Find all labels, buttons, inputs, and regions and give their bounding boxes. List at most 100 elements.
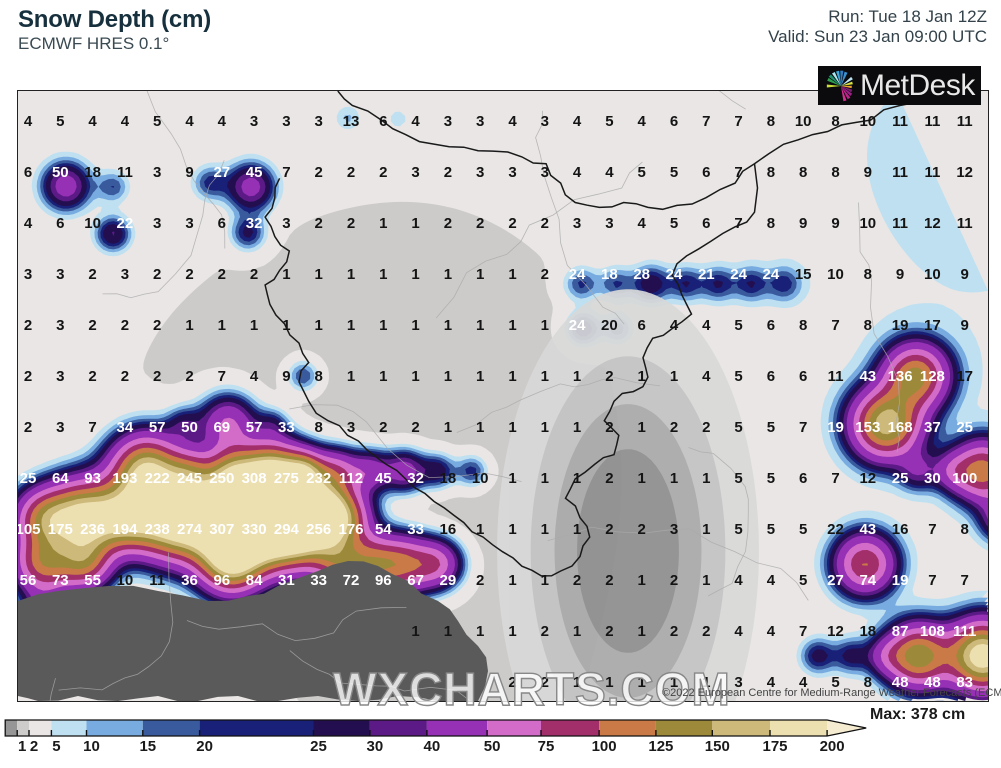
svg-text:1: 1: [444, 266, 452, 283]
svg-text:1: 1: [411, 317, 419, 334]
svg-text:11: 11: [892, 113, 908, 130]
svg-text:12: 12: [956, 164, 973, 181]
svg-text:1: 1: [638, 419, 646, 436]
svg-text:1: 1: [347, 317, 355, 334]
svg-text:5: 5: [799, 572, 807, 589]
svg-text:6: 6: [379, 113, 387, 130]
svg-text:136: 136: [888, 368, 913, 385]
svg-text:5: 5: [605, 113, 613, 130]
svg-text:33: 33: [407, 521, 424, 538]
svg-text:4: 4: [121, 113, 130, 130]
svg-text:4: 4: [411, 113, 420, 130]
svg-text:2: 2: [24, 317, 32, 334]
svg-text:9: 9: [831, 215, 839, 232]
svg-text:2: 2: [541, 215, 549, 232]
svg-text:1: 1: [638, 572, 646, 589]
svg-text:25: 25: [956, 419, 973, 436]
svg-text:175: 175: [48, 521, 73, 538]
svg-text:30: 30: [924, 470, 941, 487]
svg-text:9: 9: [282, 368, 290, 385]
svg-text:2: 2: [379, 164, 387, 181]
svg-text:8: 8: [831, 113, 839, 130]
svg-text:3: 3: [185, 215, 193, 232]
svg-text:25: 25: [892, 470, 909, 487]
svg-text:20: 20: [601, 317, 618, 334]
svg-text:1: 1: [347, 368, 355, 385]
svg-text:2: 2: [153, 266, 161, 283]
svg-text:36: 36: [181, 572, 198, 589]
svg-text:1: 1: [508, 419, 516, 436]
svg-text:2: 2: [218, 266, 226, 283]
svg-text:11: 11: [828, 368, 844, 385]
svg-text:1: 1: [250, 317, 258, 334]
svg-text:11: 11: [924, 164, 940, 181]
svg-text:24: 24: [666, 266, 683, 283]
svg-text:24: 24: [763, 266, 780, 283]
svg-text:57: 57: [149, 419, 166, 436]
svg-text:2: 2: [638, 521, 646, 538]
svg-text:50: 50: [52, 164, 69, 181]
svg-text:17: 17: [924, 317, 941, 334]
svg-text:2: 2: [315, 215, 323, 232]
svg-text:9: 9: [896, 266, 904, 283]
svg-text:8: 8: [767, 113, 775, 130]
svg-text:6: 6: [218, 215, 226, 232]
svg-text:1: 1: [541, 317, 549, 334]
svg-text:5: 5: [638, 164, 646, 181]
svg-text:4: 4: [24, 113, 33, 130]
svg-text:22: 22: [117, 215, 134, 232]
svg-text:2: 2: [444, 164, 452, 181]
svg-text:43: 43: [859, 521, 876, 538]
svg-text:96: 96: [375, 572, 392, 589]
svg-text:2: 2: [605, 623, 613, 640]
svg-text:1: 1: [282, 317, 290, 334]
svg-text:3: 3: [56, 266, 64, 283]
svg-text:2: 2: [88, 317, 96, 334]
svg-text:7: 7: [282, 164, 290, 181]
svg-text:1: 1: [444, 368, 452, 385]
svg-text:50: 50: [181, 419, 198, 436]
svg-text:2: 2: [185, 266, 193, 283]
svg-text:153: 153: [855, 419, 880, 436]
svg-text:3: 3: [56, 419, 64, 436]
svg-text:1: 1: [411, 368, 419, 385]
svg-text:1: 1: [702, 470, 710, 487]
svg-text:5: 5: [670, 164, 678, 181]
svg-text:19: 19: [892, 317, 909, 334]
svg-text:2: 2: [121, 368, 129, 385]
svg-text:245: 245: [177, 470, 202, 487]
svg-text:96: 96: [213, 572, 230, 589]
svg-text:12: 12: [827, 623, 844, 640]
svg-text:16: 16: [892, 521, 909, 538]
svg-text:8: 8: [799, 164, 807, 181]
svg-text:15: 15: [795, 266, 812, 283]
svg-text:8: 8: [767, 164, 775, 181]
svg-text:11: 11: [892, 215, 908, 232]
svg-text:5: 5: [734, 521, 742, 538]
svg-text:6: 6: [670, 113, 678, 130]
svg-text:1: 1: [476, 368, 484, 385]
svg-text:4: 4: [702, 317, 711, 334]
svg-text:2: 2: [347, 215, 355, 232]
svg-text:3: 3: [476, 164, 484, 181]
svg-text:4: 4: [573, 164, 582, 181]
svg-text:22: 22: [827, 521, 844, 538]
svg-text:176: 176: [338, 521, 363, 538]
svg-text:2: 2: [411, 419, 419, 436]
svg-text:8: 8: [315, 368, 323, 385]
svg-text:3: 3: [24, 266, 32, 283]
svg-text:1: 1: [541, 419, 549, 436]
svg-text:330: 330: [242, 521, 267, 538]
svg-text:7: 7: [88, 419, 96, 436]
svg-text:16: 16: [440, 521, 457, 538]
svg-text:9: 9: [864, 164, 872, 181]
svg-text:6: 6: [702, 215, 710, 232]
svg-text:10: 10: [924, 266, 941, 283]
svg-text:87: 87: [892, 623, 909, 640]
svg-text:18: 18: [601, 266, 618, 283]
svg-text:1: 1: [541, 572, 549, 589]
svg-text:8: 8: [864, 266, 872, 283]
svg-text:6: 6: [24, 164, 32, 181]
svg-text:5: 5: [734, 470, 742, 487]
svg-text:108: 108: [920, 623, 945, 640]
